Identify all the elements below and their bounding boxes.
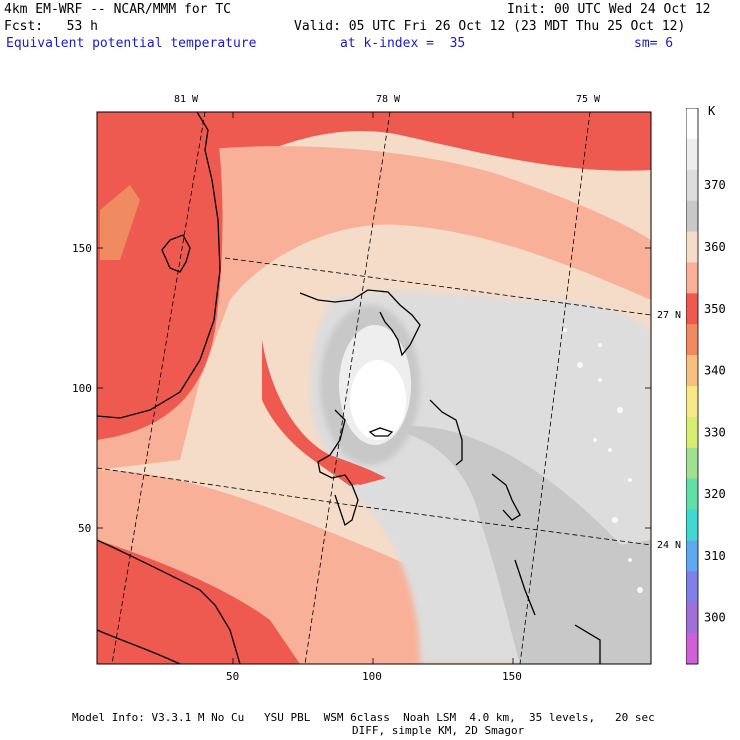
- lon-label-75w: 75 W: [576, 94, 601, 105]
- colorbar-label: 300: [704, 611, 726, 625]
- colorbar-label: 350: [704, 302, 726, 316]
- colorbar-swatch: [686, 478, 698, 511]
- colorbar-swatch: [686, 571, 698, 603]
- lon-label-81w: 81 W: [174, 94, 199, 105]
- theta-e-field: [97, 112, 651, 664]
- x-tick-50: 50: [226, 670, 240, 683]
- smoothing: sm= 6: [634, 36, 674, 51]
- colorbar-swatch: [686, 293, 698, 325]
- forecast-hour: Fcst: 53 h: [4, 19, 98, 34]
- model-physics: DIFF, simple KM, 2D Smagor: [352, 724, 525, 737]
- colorbar-swatch: [686, 386, 698, 418]
- lat-label-24n: 24 N: [657, 540, 682, 551]
- init-time: Init: 00 UTC Wed 24 Oct 12: [507, 2, 711, 17]
- frame-ticks: [97, 112, 651, 664]
- y-tick-150: 150: [72, 242, 92, 255]
- colorbar-swatch: [686, 355, 698, 387]
- field-name: Equivalent potential temperature: [6, 36, 257, 51]
- colorbar-swatch: [686, 262, 698, 294]
- colorbar-swatch: [686, 447, 698, 480]
- graticule: [97, 112, 651, 664]
- colorbar-label: 310: [704, 549, 726, 563]
- colorbar-swatch: [686, 633, 698, 665]
- colorbar-swatch: [686, 509, 698, 541]
- colorbar-unit: K: [708, 104, 716, 118]
- colorbar-label: 340: [704, 364, 726, 378]
- y-tick-100: 100: [72, 382, 92, 395]
- colorbar-label: 370: [704, 178, 726, 192]
- k-index: at k-index = 35: [340, 36, 466, 51]
- colorbar-swatch: [686, 138, 698, 171]
- valid-time: Valid: 05 UTC Fri 26 Oct 12 (23 MDT Thu …: [294, 19, 686, 34]
- lon-label-78w: 78 W: [376, 94, 401, 105]
- colorbar-swatch: [686, 108, 698, 140]
- colorbar-swatch: [686, 200, 698, 233]
- colorbar-label: 320: [704, 487, 726, 501]
- colorbar-swatch: [686, 540, 698, 572]
- coastlines: [97, 112, 601, 664]
- colorbar-swatch: [686, 416, 698, 449]
- model-info: Model Info: V3.3.1 M No Cu YSU PBL WSM 6…: [72, 711, 655, 724]
- model-title: 4km EM-WRF -- NCAR/MMM for TC: [4, 2, 231, 17]
- colorbar: 370360350340330320310300290280: [686, 108, 726, 665]
- colorbar-swatch: [686, 169, 698, 202]
- colorbar-swatch: [686, 324, 698, 356]
- y-tick-50: 50: [78, 522, 92, 535]
- colorbar-swatch: [686, 231, 698, 263]
- colorbar-swatch: [686, 602, 698, 634]
- lat-label-27n: 27 N: [657, 310, 682, 321]
- x-tick-150: 150: [502, 670, 522, 683]
- colorbar-label: 360: [704, 240, 726, 254]
- x-tick-100: 100: [362, 670, 382, 683]
- colorbar-frame: [686, 108, 699, 665]
- colorbar-label: 330: [704, 425, 726, 439]
